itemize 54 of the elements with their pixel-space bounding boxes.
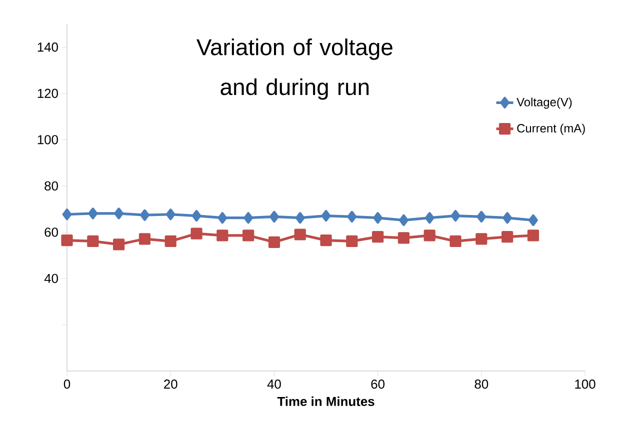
point	[295, 212, 305, 224]
point	[450, 235, 462, 248]
point	[476, 210, 486, 222]
point	[424, 230, 436, 242]
y-tick-label: 120	[38, 88, 58, 98]
point	[346, 235, 358, 248]
point	[190, 228, 202, 240]
point	[476, 233, 488, 245]
y-tick-label: 60	[44, 228, 58, 237]
point	[294, 228, 306, 240]
point	[527, 230, 540, 242]
point	[424, 212, 434, 224]
point	[192, 210, 202, 222]
point	[113, 238, 125, 250]
point	[138, 233, 151, 245]
x-tick-label: 40	[267, 380, 281, 389]
x-tick-label: 100	[575, 380, 596, 389]
point	[62, 208, 72, 220]
point	[347, 210, 357, 222]
point	[372, 231, 384, 243]
point	[140, 209, 150, 221]
point	[114, 208, 124, 220]
point	[87, 235, 99, 248]
point	[244, 212, 253, 224]
point	[166, 208, 176, 220]
point	[268, 236, 280, 248]
y-tick-label: 100	[38, 135, 58, 144]
x-tick-label: 20	[164, 380, 178, 389]
y-tick-label: 40	[44, 274, 58, 284]
point	[61, 234, 73, 246]
y-tick-label: 140	[38, 42, 58, 52]
text: Variation of voltage and during run	[196, 38, 392, 100]
x-tick-label: 0	[64, 380, 70, 389]
x-tick-label: 60	[371, 380, 385, 389]
x-tick-label: 80	[474, 380, 488, 389]
point	[242, 230, 254, 242]
legend-label: Voltage(V)	[516, 98, 572, 109]
point	[320, 234, 332, 246]
point	[88, 208, 98, 220]
legend-label: Current (mA)	[517, 124, 585, 135]
point	[399, 214, 408, 226]
point	[216, 230, 228, 242]
point	[321, 210, 331, 222]
point	[270, 210, 279, 222]
point	[373, 212, 382, 224]
point	[502, 231, 514, 243]
point	[398, 232, 410, 244]
point	[528, 214, 538, 226]
point	[164, 235, 176, 248]
point	[218, 212, 228, 224]
point	[450, 210, 460, 222]
x-axis-title: Time in Minutes	[277, 396, 374, 406]
y-tick-label: 80	[44, 181, 58, 191]
point	[502, 212, 512, 224]
